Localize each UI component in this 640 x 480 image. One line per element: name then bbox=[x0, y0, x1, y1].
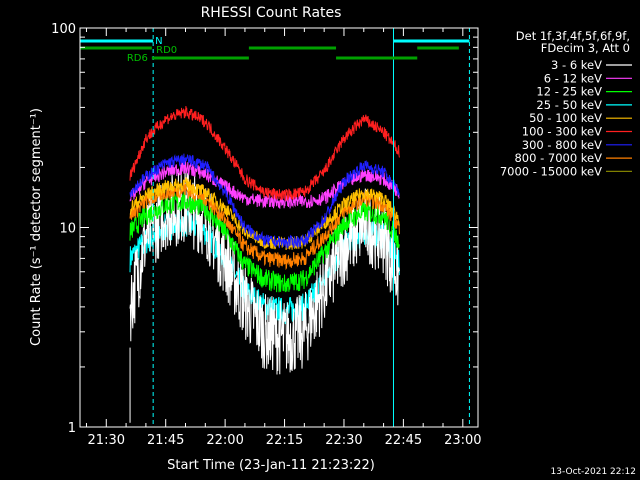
x-tick-label: 22:45 bbox=[385, 433, 422, 448]
x-tick-label: 23:00 bbox=[444, 433, 481, 448]
series-line-100to300keV bbox=[129, 105, 400, 201]
x-tick-label: 21:30 bbox=[88, 433, 125, 448]
series-line-300to800keV bbox=[129, 153, 400, 250]
x-tick-label: 22:00 bbox=[206, 433, 243, 448]
series-line-3to6keV bbox=[129, 168, 400, 375]
y-axis-label: Count Rate (s⁻¹ detector segment⁻¹) bbox=[29, 108, 44, 346]
legend-header-line2: FDecim 3, Att 0 bbox=[541, 41, 630, 55]
legend-label: 300 - 800 keV bbox=[522, 138, 602, 152]
rd6-bar-label: RD6 bbox=[127, 53, 148, 64]
y-tick-label: 10 bbox=[59, 222, 76, 237]
legend: Det 1f,3f,4f,5f,6f,9f,FDecim 3, Att 0 3 -… bbox=[500, 29, 632, 178]
legend-label: 100 - 300 keV bbox=[522, 125, 602, 139]
legend-label: 50 - 100 keV bbox=[529, 111, 602, 125]
plot-frame bbox=[79, 27, 479, 428]
series-line-6to12keV bbox=[129, 160, 400, 210]
legend-label: 3 - 6 keV bbox=[551, 58, 602, 72]
x-tick-label: 22:15 bbox=[266, 433, 303, 448]
y-tick-label: 1 bbox=[68, 421, 76, 436]
legend-label: 6 - 12 keV bbox=[544, 71, 602, 85]
x-axis-label: Start Time (23-Jan-11 21:23:22) bbox=[167, 458, 375, 473]
axes: 21:30 21:45 22:00 22:15 22:30 22:45 23:00 1 10 10… bbox=[51, 22, 481, 448]
rd0-bar-label: RD0 bbox=[156, 45, 177, 56]
cyan-bar-label: N bbox=[155, 36, 162, 47]
timestamp: 13-Oct-2021 22:12 bbox=[551, 467, 636, 477]
y-tick-label: 100 bbox=[51, 22, 76, 37]
legend-header-line1: Det 1f,3f,4f,5f,6f,9f, bbox=[516, 29, 630, 43]
x-tick-label: 21:45 bbox=[147, 433, 184, 448]
legend-label: 800 - 7000 keV bbox=[514, 151, 602, 165]
series-line-12to25keV bbox=[129, 191, 400, 293]
x-tick-label: 22:30 bbox=[325, 433, 362, 448]
legend-label: 25 - 50 keV bbox=[536, 98, 602, 112]
legend-label: 12 - 25 keV bbox=[536, 85, 602, 99]
chart-title: RHESSI Count Rates bbox=[201, 5, 342, 21]
legend-label: 7000 - 15000 keV bbox=[500, 164, 602, 178]
